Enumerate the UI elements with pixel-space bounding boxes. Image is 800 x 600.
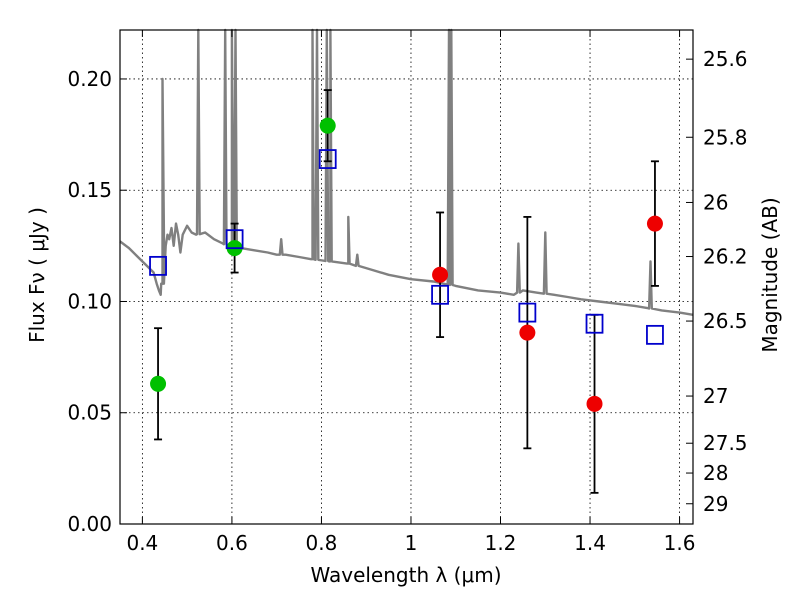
x-axis-ticks: 0.4 0.6 0.8 1 1.2 1.4 1.6 — [126, 30, 695, 555]
x-tick-label: 0.4 — [126, 531, 158, 555]
model-point — [431, 284, 449, 305]
y-tick-label: 0.10 — [67, 289, 112, 313]
right-tick-label: 28 — [703, 461, 728, 485]
right-tick-label: 25.8 — [703, 125, 748, 149]
x-tick-label: 0.6 — [216, 531, 248, 555]
y-tick-label: 0.15 — [67, 178, 112, 202]
y-tick-label: 0.20 — [67, 67, 112, 91]
right-tick-label: 27.5 — [703, 431, 748, 455]
x-axis-title: Wavelength λ (μm) — [310, 563, 501, 587]
right-axis-ticks: 25.6 25.8 26 26.2 26.5 27 27.5 28 29 — [686, 47, 748, 516]
y-axis-title: Flux Fν ( μJy ) — [25, 207, 49, 343]
right-tick-label: 26.2 — [703, 245, 748, 269]
right-tick-label: 29 — [703, 492, 728, 516]
right-axis-title: Magnitude (AB) — [758, 197, 782, 352]
data-point — [150, 375, 167, 392]
x-tick-label: 1.6 — [664, 531, 696, 555]
right-tick-label: 26 — [703, 190, 728, 214]
x-tick-label: 1.4 — [574, 531, 606, 555]
model-point — [318, 149, 337, 169]
right-tick-label: 27 — [703, 384, 728, 408]
spectrum-line — [119, 28, 694, 316]
right-tick-label: 26.5 — [703, 309, 748, 333]
model-point — [518, 302, 537, 323]
model-spectrum — [119, 28, 694, 316]
model-point — [585, 313, 604, 334]
y-tick-label: 0.05 — [67, 401, 112, 425]
data-point — [432, 266, 449, 283]
model-point — [646, 324, 664, 345]
x-tick-label: 0.8 — [306, 531, 338, 555]
data-points — [149, 117, 664, 412]
data-point — [319, 117, 336, 134]
x-tick-label: 1 — [405, 531, 418, 555]
data-point — [646, 215, 663, 232]
right-tick-label: 25.6 — [703, 47, 748, 71]
gridlines — [120, 30, 693, 525]
x-tick-label: 1.2 — [485, 531, 517, 555]
model-point — [149, 255, 167, 276]
y-axis-ticks: 0.00 0.05 0.10 0.15 0.20 — [67, 67, 127, 536]
y-tick-label: 0.00 — [67, 512, 112, 536]
data-point — [519, 324, 536, 341]
error-bars — [154, 89, 659, 494]
plot-frame — [119, 29, 694, 525]
data-point — [586, 395, 603, 412]
model-point — [225, 229, 244, 250]
